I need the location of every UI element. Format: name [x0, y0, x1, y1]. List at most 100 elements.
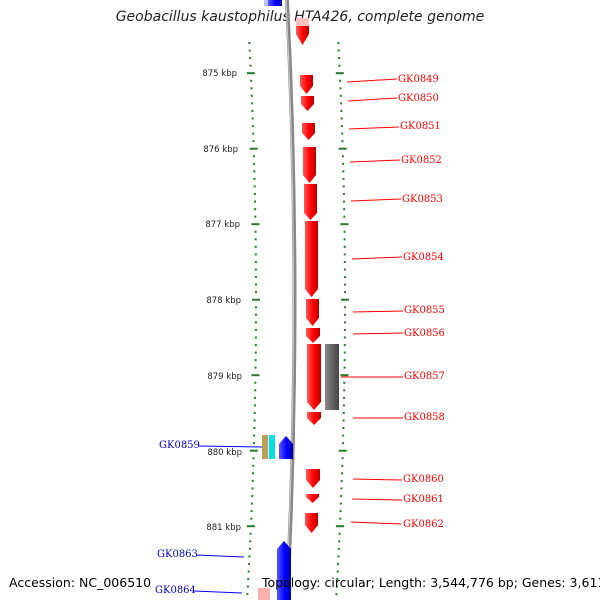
scale-tick-major	[335, 525, 344, 528]
map-title: Geobacillus kaustophilus HTA426, complet…	[115, 9, 485, 25]
scale-tick	[253, 419, 256, 422]
scale-tick	[343, 230, 346, 233]
scale-tick	[343, 291, 346, 294]
scale-tick	[252, 155, 255, 158]
gene-label-gk0858[interactable]: GK0858	[404, 412, 445, 423]
scale-tick	[254, 200, 257, 203]
scale-tick	[342, 411, 345, 414]
gene-label-gk0864[interactable]: GK0864	[155, 585, 196, 596]
scale-tick	[251, 495, 254, 497]
scale-tick	[252, 464, 255, 467]
gene-arrow-gk0861[interactable]	[306, 494, 319, 503]
scale-tick	[338, 64, 341, 67]
scale-tick	[251, 117, 254, 120]
scale-tick	[337, 49, 340, 52]
scale-tick-major	[246, 525, 255, 528]
forward-genes	[296, 18, 339, 533]
scale-tick	[254, 215, 257, 218]
scale-tick	[343, 208, 346, 211]
gene-label-gk0857[interactable]: GK0857	[404, 371, 445, 382]
scale-tick	[254, 245, 257, 248]
scale-tick	[254, 291, 257, 294]
gene-label-gk0863[interactable]: GK0863	[157, 549, 198, 560]
scale-tick	[253, 170, 256, 173]
scale-tick	[340, 125, 343, 128]
gene-arrow-gk0856[interactable]	[306, 328, 320, 343]
gene-labels: GK0849 GK0850 GK0851 GK0852 GK0853 GK085…	[155, 74, 445, 596]
gene-label-gk0856[interactable]: GK0856	[404, 328, 445, 339]
scale-tick-major	[251, 374, 260, 377]
gene-label-gk0853[interactable]: GK0853	[402, 194, 443, 205]
label-leaders	[193, 78, 404, 594]
gene-label-gk0855[interactable]: GK0855	[404, 305, 445, 316]
scale-tick	[340, 487, 343, 490]
gene-label-gk0859[interactable]: GK0859	[159, 440, 200, 451]
scale-tick	[343, 366, 346, 369]
scale-tick	[338, 532, 341, 535]
scale-tick-major	[251, 298, 260, 301]
topology-text: Topology: circular; Length: 3,544,776 bp…	[262, 575, 600, 590]
scale-tick	[343, 328, 346, 331]
scale-label-875: 875 kbp	[202, 69, 237, 79]
scale-tick	[343, 268, 346, 271]
gene-arrow-gk0862[interactable]	[305, 513, 318, 533]
scale-tick	[252, 442, 255, 445]
scale-tick	[254, 313, 257, 316]
scale-tick	[341, 155, 344, 158]
scale-tick	[251, 479, 254, 482]
scale-tick	[343, 313, 346, 316]
gene-label-gk0862[interactable]: GK0862	[403, 519, 444, 530]
feature-tan[interactable]	[262, 435, 268, 459]
scale-tick	[249, 532, 252, 535]
gene-label-gk0850[interactable]: GK0850	[398, 93, 439, 104]
gene-label-gk0860[interactable]: GK0860	[403, 474, 444, 485]
scale-tick	[339, 94, 342, 97]
gene-arrow-gk0855[interactable]	[306, 299, 319, 326]
scale-tick	[342, 177, 345, 180]
feature-cyan[interactable]	[269, 435, 275, 459]
scale-tick	[339, 79, 342, 82]
gene-arrow-gk0854[interactable]	[305, 221, 318, 297]
gene-label-gk0854[interactable]: GK0854	[403, 252, 444, 263]
gene-label-gk0852[interactable]: GK0852	[401, 155, 442, 166]
scale-tick	[248, 555, 251, 558]
scale-ticks-left	[246, 42, 260, 596]
gene-label-gk0851[interactable]: GK0851	[400, 121, 441, 132]
scale-tick	[251, 109, 254, 112]
gene-arrow-gk0853[interactable]	[304, 184, 317, 220]
scale-tick	[338, 540, 341, 543]
scale-tick-major	[338, 449, 347, 452]
gene-arrow-gk0851[interactable]	[302, 123, 315, 140]
scale-tick	[254, 238, 257, 241]
scale-tick-major	[251, 223, 260, 226]
scale-tick	[254, 328, 257, 331]
scale-tick	[252, 132, 255, 135]
scale-tick	[254, 253, 257, 256]
gene-arrow-gk0860[interactable]	[306, 469, 320, 488]
gene-arrow-gk0849[interactable]	[300, 75, 313, 94]
gene-arrow-gk0857[interactable]	[307, 344, 321, 410]
gray-feature[interactable]	[325, 344, 339, 410]
scale-tick	[253, 177, 256, 180]
scale-tick	[343, 351, 346, 354]
gene-arrow-partial-top-reverse[interactable]	[268, 0, 282, 6]
scale-label-877: 877 kbp	[205, 220, 240, 230]
gene-arrow-gk0850[interactable]	[301, 96, 314, 111]
scale-tick	[249, 64, 252, 67]
scale-tick	[251, 102, 254, 105]
gene-label-gk0849[interactable]: GK0849	[398, 74, 439, 85]
gene-label-gk0861[interactable]: GK0861	[403, 494, 444, 505]
scale-tick	[253, 185, 256, 188]
scale-tick	[343, 381, 346, 384]
scale-tick	[250, 87, 253, 90]
gene-arrow-gk0859[interactable]	[279, 436, 293, 459]
scale-tick	[340, 117, 343, 120]
gene-arrow-gk0858[interactable]	[307, 412, 321, 425]
gene-partial-top-fade	[264, 0, 268, 6]
gene-arrow-gk0852[interactable]	[303, 147, 316, 183]
scale-tick-major	[340, 374, 349, 377]
gene-arrow-gk0863[interactable]	[277, 541, 291, 600]
scale-tick	[248, 547, 251, 550]
scale-tick	[339, 510, 342, 513]
